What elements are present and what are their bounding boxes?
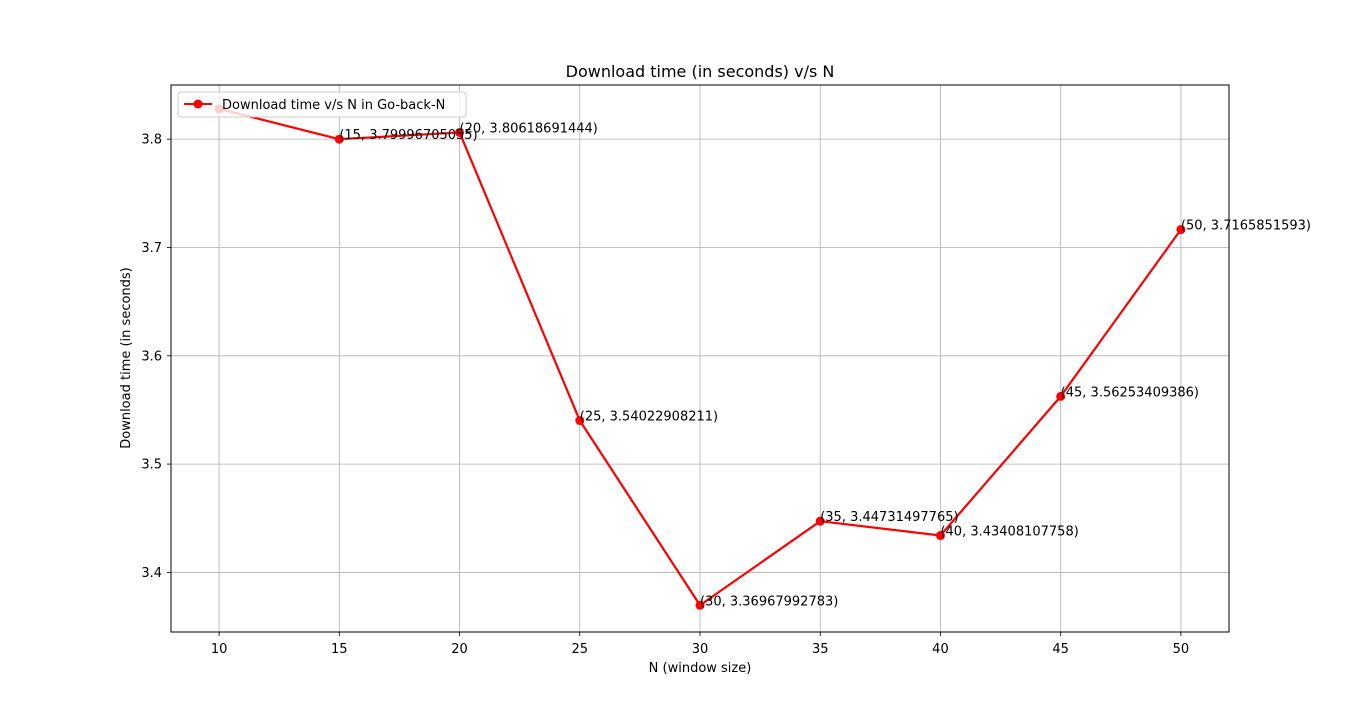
data-point [1056, 391, 1066, 401]
data-label: (45, 3.56253409386) [1061, 385, 1199, 400]
data-labels: (15, 3.79996705055)(20, 3.80618691444) (2… [339, 121, 1311, 609]
data-label: (25, 3.54022908211) [580, 410, 718, 425]
y-tick-label: 3.5 [141, 458, 162, 473]
data-label: (50, 3.7165851593) [1181, 219, 1311, 234]
y-tick-label: 3.6 [141, 349, 162, 364]
data-point [575, 416, 585, 426]
data-point [1176, 225, 1186, 235]
x-tick-label: 30 [692, 642, 709, 657]
y-tick-label: 3.8 [141, 133, 162, 148]
chart-title: Download time (in seconds) v/s N [566, 62, 835, 81]
axis-ticks: 10 15 20 25 30 35 40 45 50 3.4 3.5 3.6 3.7 3.8 [141, 133, 1189, 657]
legend-marker-swatch [193, 99, 203, 109]
data-label: (35, 3.44731497765) [820, 510, 958, 525]
data-label: (40, 3.43408107758) [940, 525, 1078, 540]
x-tick-label: 10 [211, 642, 228, 657]
data-label: (15, 3.79996705055) [339, 128, 477, 143]
x-tick-label: 45 [1052, 642, 1069, 657]
data-label: (30, 3.36967992783) [700, 594, 838, 609]
x-axis-label: N (window size) [649, 661, 752, 676]
data-point [815, 516, 825, 526]
data-point [695, 600, 705, 610]
grid-lines [171, 85, 1229, 632]
x-tick-label: 35 [812, 642, 829, 657]
x-tick-label: 50 [1173, 642, 1190, 657]
data-point [935, 531, 945, 541]
legend-box [177, 91, 467, 118]
y-tick-label: 3.4 [141, 566, 162, 581]
legend: Download time v/s N in Go-back-N [177, 91, 467, 118]
x-tick-label: 20 [451, 642, 468, 657]
legend-text: Download time v/s N in Go-back-N [222, 98, 445, 113]
y-tick-label: 3.7 [141, 241, 162, 256]
data-label: (20, 3.80618691444) [460, 121, 598, 136]
y-axis-label: Download time (in seconds) [119, 267, 134, 449]
data-point [455, 127, 465, 137]
data-point [334, 134, 344, 144]
x-tick-label: 40 [932, 642, 949, 657]
x-tick-label: 15 [331, 642, 348, 657]
x-tick-label: 25 [571, 642, 588, 657]
